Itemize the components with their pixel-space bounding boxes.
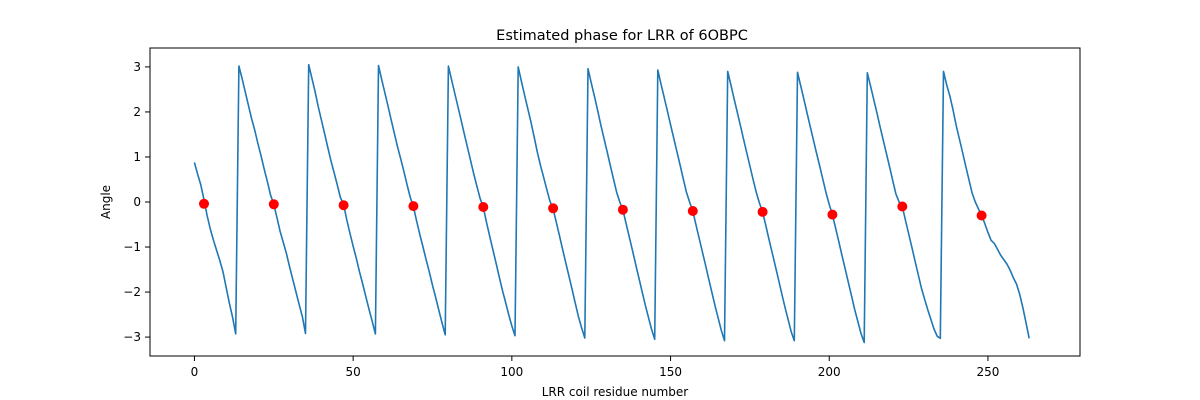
phase-markers xyxy=(199,198,987,221)
x-tick-label-250: 250 xyxy=(976,365,999,379)
y-tick-label-0: 0 xyxy=(133,195,141,209)
phase-marker-6 xyxy=(617,204,628,215)
y-tick-label--3: −3 xyxy=(123,330,141,344)
phase-marker-3 xyxy=(408,201,419,212)
phase-marker-0 xyxy=(199,198,209,209)
y-tick-label-2: 2 xyxy=(133,105,141,119)
phase-marker-9 xyxy=(827,209,838,220)
x-tick-label-150: 150 xyxy=(659,365,682,379)
chart-title: Estimated phase for LRR of 6OBPC xyxy=(496,28,748,44)
x-tick-label-200: 200 xyxy=(818,365,841,379)
y-axis-label: Angle xyxy=(99,185,113,219)
x-tick-label-0: 0 xyxy=(191,365,199,379)
y-tick-label-1: 1 xyxy=(133,150,141,164)
phase-marker-4 xyxy=(478,202,489,212)
phase-series-line xyxy=(193,63,1030,344)
y-axis-ticks: −3 −2 −1 0 1 2 3 xyxy=(123,60,150,344)
plot-area xyxy=(193,63,1030,344)
y-tick-label--2: −2 xyxy=(123,285,141,299)
phase-marker-7 xyxy=(687,206,698,216)
y-tick-label--1: −1 xyxy=(123,240,141,254)
x-axis-label: LRR coil residue number xyxy=(542,385,689,399)
phase-marker-1 xyxy=(268,199,279,210)
phase-marker-8 xyxy=(757,206,768,217)
y-tick-label-3: 3 xyxy=(133,60,141,74)
phase-marker-2 xyxy=(338,200,349,211)
x-tick-label-50: 50 xyxy=(345,365,360,379)
x-tick-label-100: 100 xyxy=(500,365,523,379)
phase-marker-10 xyxy=(897,201,908,212)
phase-marker-5 xyxy=(548,203,559,214)
x-axis-ticks: 0 50 100 150 200 250 xyxy=(191,356,999,379)
phase-marker-11 xyxy=(976,210,987,221)
